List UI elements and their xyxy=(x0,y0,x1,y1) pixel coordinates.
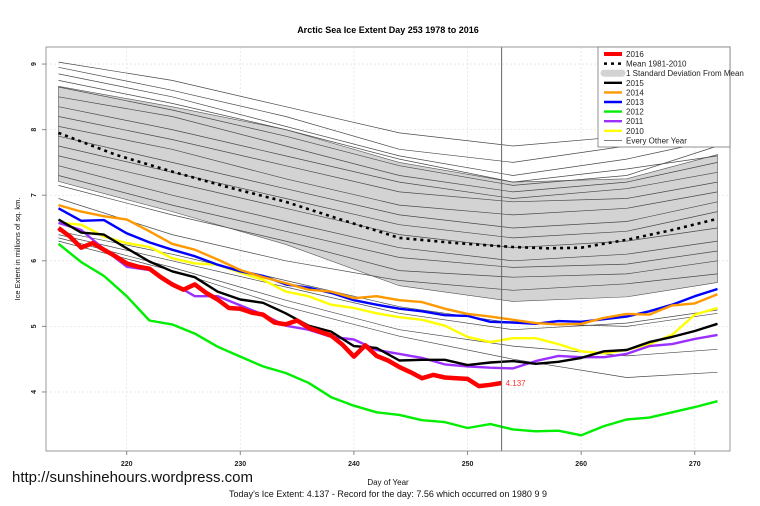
watermark-url: http://sunshinehours.wordpress.com xyxy=(12,469,253,486)
legend-label: Mean 1981-2010 xyxy=(626,60,687,69)
other-year-line xyxy=(58,96,718,193)
sd-band-area xyxy=(58,85,718,302)
other-year-line xyxy=(58,86,718,186)
chart-title: Arctic Sea Ice Extent Day 253 1978 to 20… xyxy=(297,25,479,35)
other-year-line xyxy=(58,198,718,291)
x-axis-label: Day of Year xyxy=(367,478,409,487)
other-year-line xyxy=(58,185,718,278)
legend-label: 2016 xyxy=(626,50,644,59)
x-tick-label: 230 xyxy=(234,461,246,468)
series-line-2010 xyxy=(58,221,718,355)
x-tick-label: 270 xyxy=(689,461,701,468)
other-year-line xyxy=(58,80,718,183)
other-year-line xyxy=(58,175,718,268)
other-year-line xyxy=(58,135,718,229)
y-axis-label: Ice Extent in millions of sq. km. xyxy=(13,198,22,301)
other-year-line xyxy=(58,106,718,199)
current-value-label: 4.137 xyxy=(506,379,527,388)
y-tick-label: 4 xyxy=(31,390,38,394)
series-line-2016 xyxy=(57,226,502,389)
legend-label: 2012 xyxy=(626,108,644,117)
mean-line xyxy=(58,131,718,250)
legend-label: 2014 xyxy=(626,88,644,97)
x-tick-label: 260 xyxy=(575,461,587,468)
y-tick-label: 6 xyxy=(31,259,38,263)
y-tick-label: 8 xyxy=(31,128,38,132)
series-line-2012 xyxy=(57,242,718,437)
footer-caption: Today's Ice Extent: 4.137 - Record for t… xyxy=(229,489,547,499)
y-tick-label: 9 xyxy=(31,62,38,66)
series-line-2015 xyxy=(57,218,718,367)
mean-1981-2010-line xyxy=(58,131,718,250)
x-tick-label: 220 xyxy=(121,461,133,468)
x-tick-label: 240 xyxy=(348,461,360,468)
y-tick-label: 5 xyxy=(31,324,38,328)
sd-band xyxy=(58,85,718,302)
legend-label: 2010 xyxy=(626,127,644,136)
series-line-2014 xyxy=(58,203,718,326)
current-year-line: 4.137 xyxy=(57,226,527,389)
other-year-line xyxy=(58,237,718,357)
y-tick-label: 7 xyxy=(31,193,38,197)
plot-frame xyxy=(45,46,731,452)
other-year-line xyxy=(58,126,718,216)
other-year-line xyxy=(58,155,718,249)
x-tick-label: 250 xyxy=(462,461,474,468)
legend-label: 2011 xyxy=(626,117,644,126)
legend-label: 2015 xyxy=(626,79,644,88)
other-year-line xyxy=(58,234,718,331)
other-year-line xyxy=(58,116,718,203)
other-year-line xyxy=(58,165,718,262)
legend-label: Every Other Year xyxy=(626,136,687,145)
other-year-line xyxy=(58,73,718,176)
axes: 220 230 240 250 260 270 4 5 6 7 8 9 xyxy=(31,46,731,468)
series-line-2013 xyxy=(57,207,718,325)
other-year-line xyxy=(58,230,718,327)
legend-label: 2013 xyxy=(626,98,644,107)
legend-label: 1 Standard Deviation From Mean xyxy=(626,69,744,78)
